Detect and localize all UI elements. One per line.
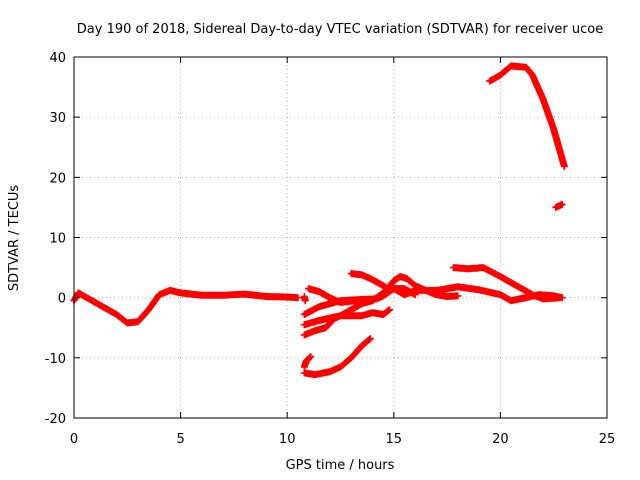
y-tick-label: -20 [45,412,66,427]
y-tick-label: 30 [49,111,66,126]
series-arc-4 [300,285,419,339]
series-arc-5 [305,285,359,306]
series-arc-10 [486,62,568,170]
data-point-markers [300,293,309,305]
series-arc-9 [450,264,564,303]
data-point-markers [552,200,566,211]
data-point-markers [300,353,315,371]
x-tick-label: 20 [492,432,509,447]
x-axis-label: GPS time / hours [286,458,395,473]
y-axis-ticks: -20 -10 0 10 20 30 40 [45,51,607,427]
chart-title: Day 190 of 2018, Sidereal Day-to-day VTE… [77,22,603,37]
data-point-markers [486,62,568,170]
y-tick-label: 0 [58,292,66,307]
y-tick-label: 40 [49,51,66,66]
x-tick-label: 15 [386,432,403,447]
x-tick-label: 10 [279,432,296,447]
series-arc-6 [347,270,462,300]
series-arc-12 [300,293,309,305]
data-point-markers [450,264,564,303]
data-point-markers [70,286,302,327]
data-marks [70,62,568,379]
y-tick-label: 20 [49,171,66,186]
series-arc-11 [552,200,566,211]
y-tick-label: 10 [49,232,66,247]
series-arc-8 [300,353,315,371]
data-point-markers [300,335,374,379]
series-arc-1 [70,286,302,327]
data-point-markers [347,270,462,300]
x-axis-ticks: 0 5 10 15 20 25 [70,57,615,447]
series-arc-7 [300,335,374,379]
y-axis-label: SDTVAR / TECUs [7,185,22,292]
x-tick-label: 25 [599,432,616,447]
x-tick-label: 0 [70,432,78,447]
data-point-markers [305,285,359,306]
x-tick-label: 5 [176,432,184,447]
y-tick-label: -10 [45,352,66,367]
data-point-markers [300,285,419,339]
